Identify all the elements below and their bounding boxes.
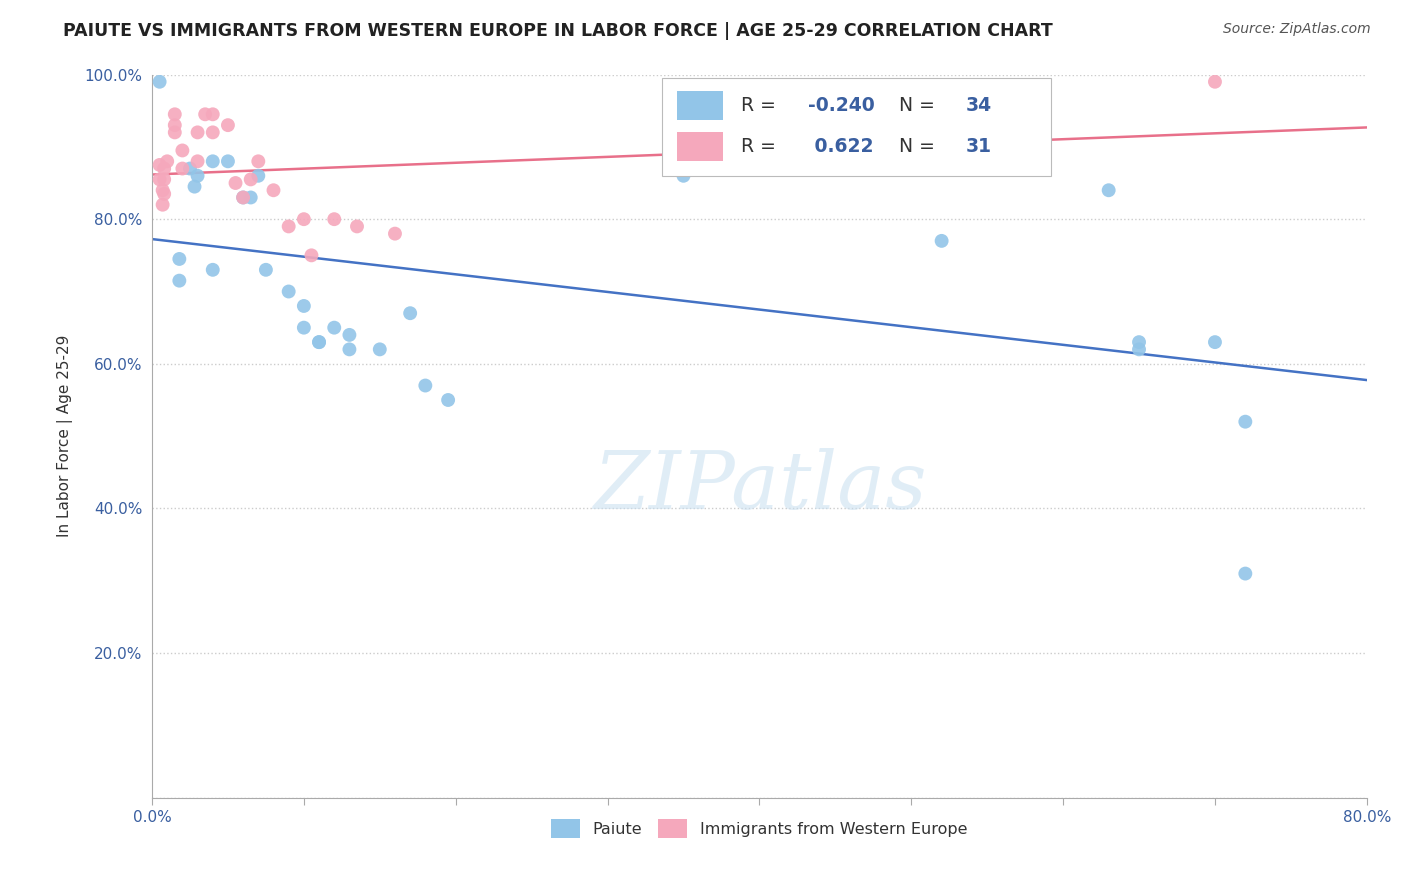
Point (384, 227, 406, 241)
Point (194, 107, 217, 121)
Point (152, 183, 174, 197)
Text: PAIUTE VS IMMIGRANTS FROM WESTERN EUROPE IN LABOR FORCE | AGE 25-29 CORRELATION : PAIUTE VS IMMIGRANTS FROM WESTERN EUROPE… (63, 22, 1053, 40)
Point (187, 169, 209, 183)
Text: ZIPatlas: ZIPatlas (593, 448, 927, 525)
Point (183, 179, 205, 194)
Point (339, 327, 361, 342)
Text: Source: ZipAtlas.com: Source: ZipAtlas.com (1223, 22, 1371, 37)
Point (399, 306, 422, 320)
Point (149, 158, 172, 172)
Point (323, 320, 346, 334)
Point (172, 161, 194, 176)
Y-axis label: In Labor Force | Age 25-29: In Labor Force | Age 25-29 (58, 335, 73, 537)
Point (308, 335, 330, 350)
Point (277, 285, 299, 299)
Point (277, 219, 299, 234)
Point (1234, 415, 1257, 429)
Text: R =: R = (741, 137, 782, 156)
Point (339, 343, 361, 357)
Point (301, 248, 323, 262)
Point (152, 197, 174, 211)
Point (292, 299, 315, 313)
Point (201, 262, 224, 277)
Point (1204, 335, 1226, 350)
Point (1234, 566, 1257, 581)
Point (169, 274, 191, 288)
Point (232, 190, 254, 204)
Text: -0.240: -0.240 (808, 96, 875, 115)
Point (263, 183, 285, 197)
Point (156, 154, 179, 169)
Point (187, 125, 209, 139)
Text: 0.622: 0.622 (808, 137, 873, 156)
Point (292, 320, 315, 334)
FancyBboxPatch shape (662, 78, 1050, 176)
Point (368, 343, 391, 357)
Point (149, 172, 172, 186)
Text: 31: 31 (966, 137, 991, 156)
Point (900, 161, 922, 176)
Legend: Paiute, Immigrants from Western Europe: Paiute, Immigrants from Western Europe (546, 813, 974, 844)
Point (931, 234, 953, 248)
Point (292, 212, 315, 227)
Point (672, 169, 695, 183)
Text: N =: N = (898, 96, 941, 115)
Point (1098, 183, 1121, 197)
Point (153, 186, 176, 201)
Point (1128, 335, 1150, 350)
Point (247, 154, 270, 169)
Point (153, 172, 176, 186)
Point (225, 176, 247, 190)
Point (247, 169, 270, 183)
FancyBboxPatch shape (676, 91, 723, 120)
Point (1204, 75, 1226, 89)
Point (201, 154, 224, 169)
Point (187, 154, 209, 169)
Text: 34: 34 (966, 96, 993, 115)
Point (1128, 343, 1150, 357)
Point (217, 118, 239, 132)
Point (232, 190, 254, 204)
Text: R =: R = (741, 96, 782, 115)
Point (153, 161, 176, 176)
Point (308, 335, 330, 350)
Point (163, 118, 186, 132)
Point (415, 378, 437, 392)
Point (179, 161, 201, 176)
Point (169, 252, 191, 266)
Point (163, 107, 186, 121)
Point (346, 219, 368, 234)
Text: N =: N = (898, 137, 941, 156)
Point (201, 125, 224, 139)
Point (172, 144, 194, 158)
Point (254, 262, 277, 277)
Point (239, 172, 262, 186)
Point (163, 125, 186, 139)
FancyBboxPatch shape (676, 132, 723, 161)
Point (149, 75, 172, 89)
Point (217, 154, 239, 169)
Point (201, 107, 224, 121)
Point (323, 212, 346, 227)
Point (437, 392, 460, 407)
Point (239, 190, 262, 204)
